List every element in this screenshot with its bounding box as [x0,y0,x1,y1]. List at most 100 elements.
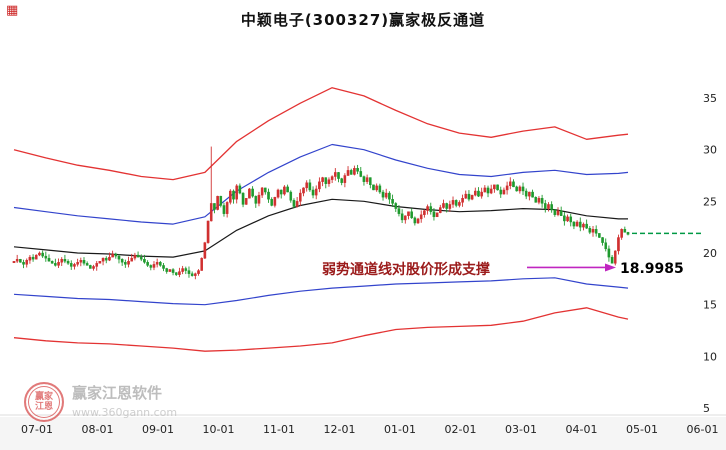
candle-body [251,188,254,197]
candle-body [270,199,273,206]
candle-body [324,177,328,184]
candle-body [569,216,573,223]
candle-body [279,189,283,195]
candle-body [524,190,528,197]
candle-body [238,185,242,194]
chart-title: 中颖电子(300327)赢家极反通道 [240,11,486,29]
x-axis-label: 04-01 [566,423,598,436]
lower-red-channel-line [13,307,629,352]
candle-body [540,198,544,204]
candle-body [607,248,611,258]
candle-body [620,229,623,238]
candle-body [356,168,359,172]
candle-body [143,259,146,263]
candle-body [413,217,417,224]
watermark-url: www.360gann.com [72,406,178,419]
candle-body [372,184,375,191]
candle-body [181,268,184,272]
x-axis-label: 09-01 [142,423,174,436]
candle-body [168,269,172,272]
candle-body [384,192,388,198]
candle-body [375,185,378,191]
candle-body [601,237,604,243]
candle-body [585,223,588,229]
candle-body [416,218,420,224]
upper-red-channel-line [13,87,629,181]
candle-body [257,194,261,204]
upper-blue-channel-line [13,143,629,225]
candle-body [473,190,477,196]
watermark-logo-line1: 赢家 [34,392,53,402]
candle-body [353,168,356,175]
y-axis-label: 10 [703,350,717,363]
candle-body [518,186,522,192]
candle-body [582,223,585,228]
candle-body [521,186,525,192]
candle-body [381,191,385,198]
candle-body [22,262,25,265]
candle-body [432,211,436,218]
candle-body [404,215,407,221]
candle-body [276,189,280,198]
candle-body [435,212,439,218]
candle-body [12,261,16,264]
candle-body [152,264,156,268]
candle-body [426,206,429,211]
watermark-logo-line2: 江恩 [34,402,53,412]
candle-body [136,254,140,258]
candle-body [477,190,480,197]
candle-body [57,262,60,266]
candle-body [101,257,105,262]
candle-body [369,177,372,185]
candle-body [111,253,114,258]
watermark-brand: 赢家江恩软件 [72,384,163,402]
candle-body [311,189,315,196]
watermark: 赢家 江恩 赢家江恩软件 www.360gann.com [24,382,177,422]
candle-body [327,179,331,184]
candle-body [299,192,302,202]
candle-body [286,186,289,193]
candle-body [464,193,468,199]
candle-body [445,203,448,209]
candle-body [534,196,538,203]
candle-body [458,202,461,206]
candle-body [85,263,89,266]
candle-body [206,220,210,243]
candle-body [388,192,391,200]
candle-body [54,263,57,266]
x-axis-label: 07-01 [21,423,53,436]
candle-body [528,191,531,197]
candle-body [98,261,102,264]
y-axis-label: 30 [703,144,717,157]
candle-body [575,221,579,227]
candle-body [617,237,620,252]
candle-body [547,204,550,209]
candle-body [400,213,404,221]
candle-body [273,196,277,206]
candle-body [79,260,83,263]
candle-body [130,257,134,262]
candle-body [572,221,576,227]
candle-body [302,187,305,194]
candle-body [232,190,235,200]
candle-body [178,271,181,275]
candle-body [92,266,95,269]
candle-body [15,259,19,262]
candle-body [241,192,245,205]
candle-body [184,268,188,271]
candle-body [359,171,363,177]
candle-body [588,227,592,233]
lower-blue-channel-line [13,277,629,306]
candle-body [623,229,627,233]
candle-body [197,270,200,274]
x-axis-strip [0,417,726,450]
x-axis-label: 08-01 [82,423,114,436]
x-axis-label: 03-01 [505,423,537,436]
candle-body [50,261,54,264]
candle-body [308,182,312,191]
candle-body [139,256,143,260]
candle-body [159,262,162,266]
candle-body [162,265,165,269]
